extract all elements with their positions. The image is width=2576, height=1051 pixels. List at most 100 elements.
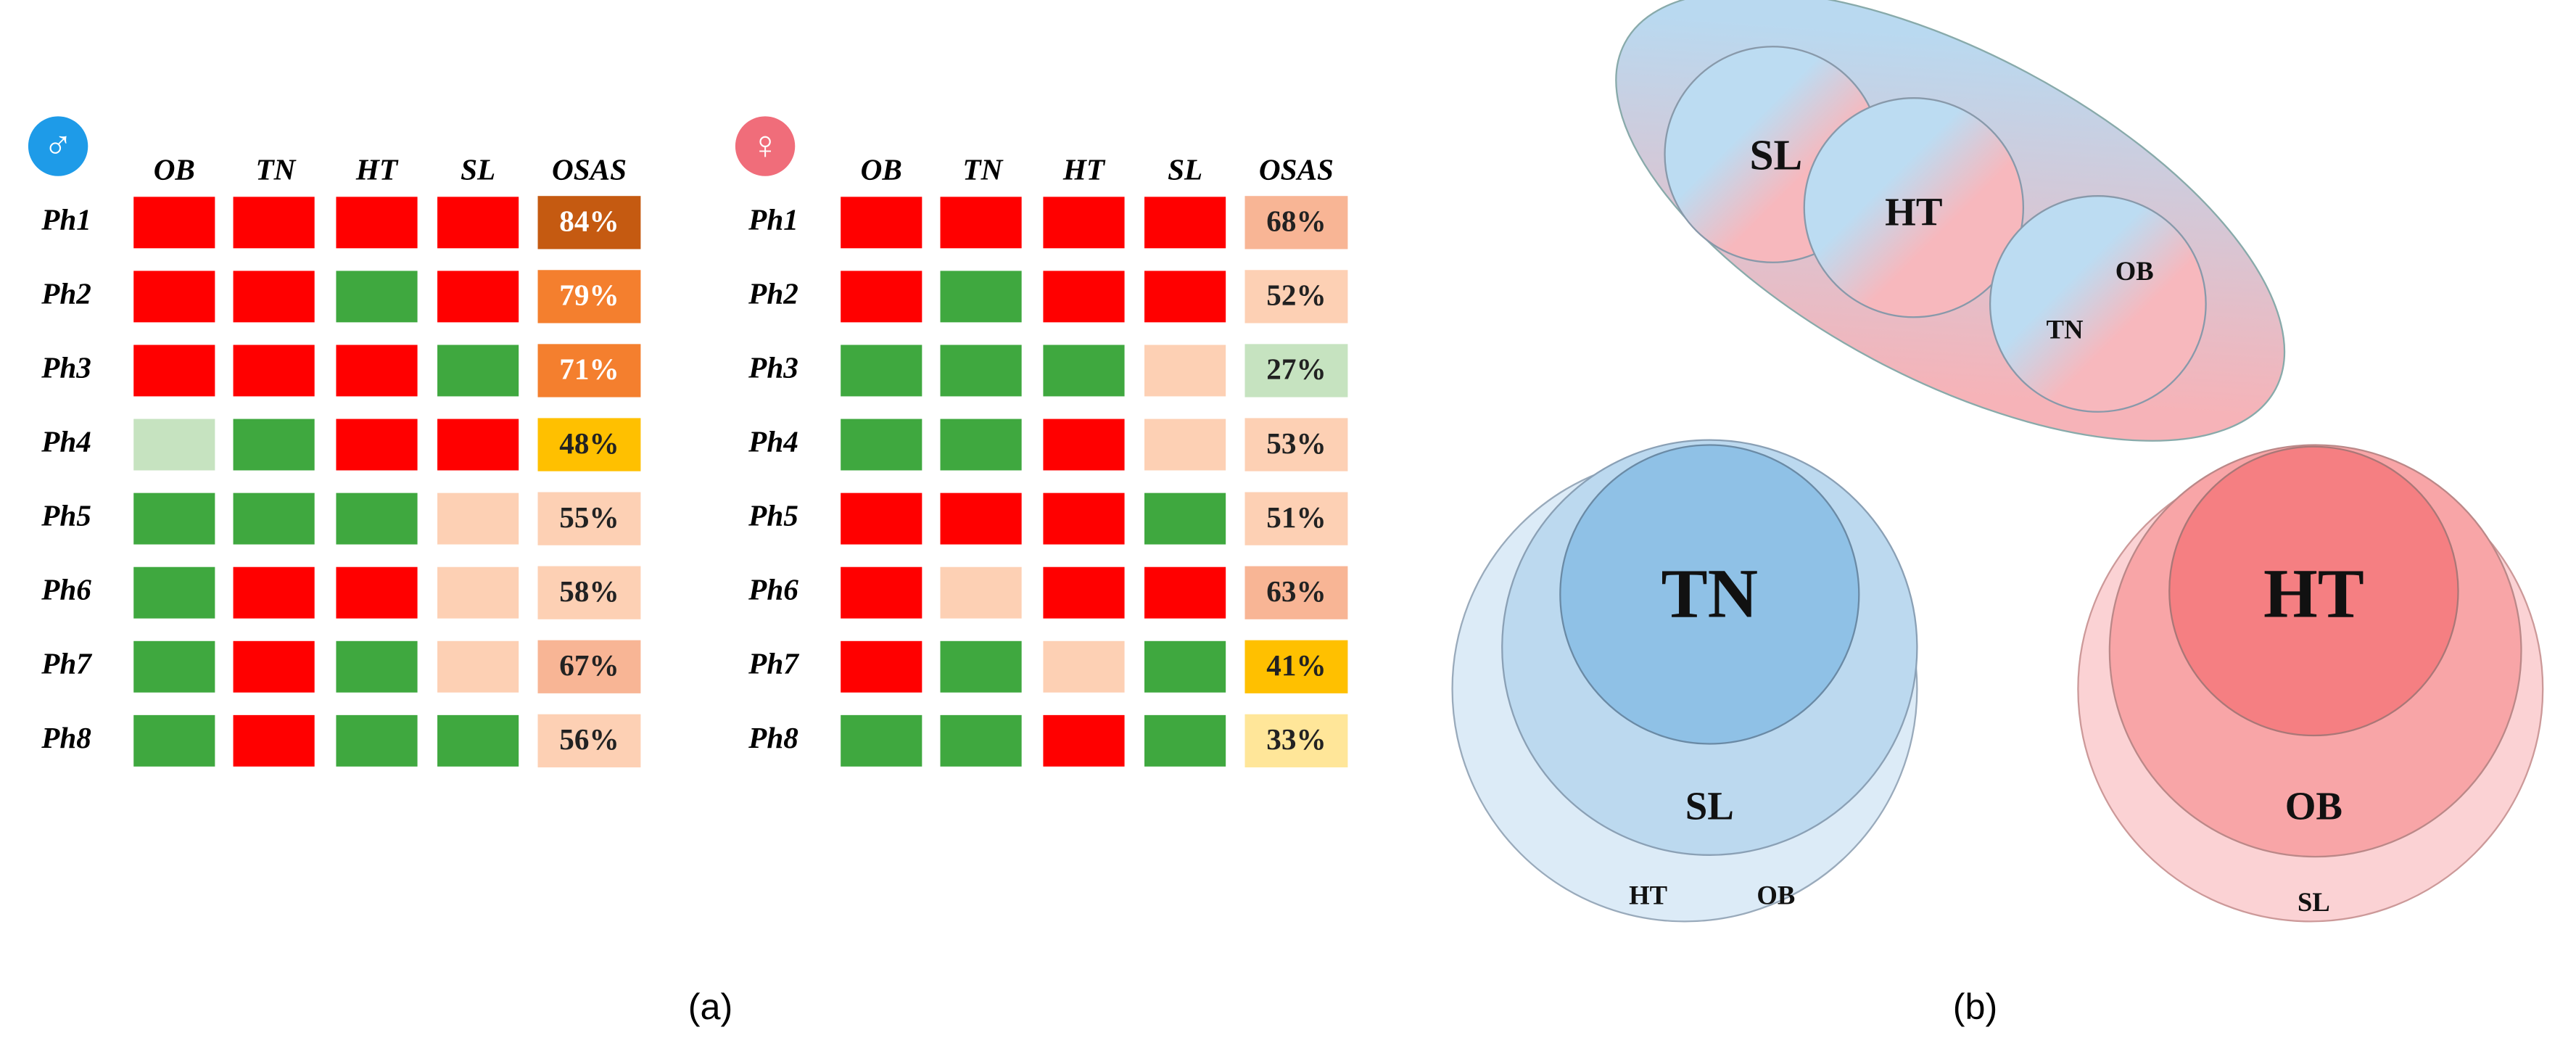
cell: [938, 269, 1023, 324]
cell: [231, 195, 316, 250]
cell: [838, 417, 924, 472]
cell: [131, 269, 217, 324]
row-label: Ph7: [41, 647, 92, 680]
column-header: OSAS: [552, 153, 627, 186]
cell: [1142, 639, 1228, 695]
osas-value: 58%: [559, 574, 619, 608]
gender-icon-bg: [28, 116, 88, 176]
cell: [838, 343, 924, 398]
column-header: HT: [355, 153, 399, 186]
cell: [1142, 269, 1228, 324]
osas-value: 67%: [559, 648, 619, 682]
cell: [1142, 565, 1228, 620]
cell: [1041, 713, 1126, 769]
venn-label: TN: [2047, 314, 2084, 344]
row-label: Ph3: [748, 350, 798, 384]
cell: [1142, 713, 1228, 769]
cell: [938, 565, 1023, 620]
column-header: SL: [461, 153, 495, 186]
osas-value: 27%: [1266, 353, 1326, 386]
cell: [1041, 491, 1126, 546]
cell: [1041, 195, 1126, 250]
cell: [131, 565, 217, 620]
gender-icon-bg: [735, 116, 796, 176]
venn-left: [1451, 439, 1918, 923]
cell: [435, 343, 521, 398]
cell: [938, 639, 1023, 695]
cell: [1041, 343, 1126, 398]
cell: [435, 639, 521, 695]
cell: [838, 195, 924, 250]
osas-value: 56%: [559, 722, 619, 756]
osas-cell: [1244, 418, 1348, 471]
circle: [1803, 97, 2025, 318]
column-header: HT: [1062, 153, 1106, 186]
row-label: Ph6: [748, 573, 798, 606]
cell: [231, 565, 316, 620]
osas-cell: [537, 492, 641, 545]
venn-label: HT: [1629, 881, 1667, 910]
osas-value: 68%: [1266, 205, 1326, 238]
osas-value: 52%: [1266, 279, 1326, 312]
osas-value: 71%: [559, 353, 619, 386]
osas-cell: [1244, 566, 1348, 619]
cell: [435, 195, 521, 250]
venn-label: TN: [1661, 555, 1759, 632]
osas-value: 33%: [1266, 722, 1326, 756]
cell: [334, 491, 419, 546]
cell: [334, 639, 419, 695]
venn-top: [1615, 0, 2286, 442]
circle: [2168, 445, 2459, 737]
cell: [435, 491, 521, 546]
cell: [131, 343, 217, 398]
osas-value: 79%: [559, 279, 619, 312]
cell: [231, 417, 316, 472]
cell: [1041, 565, 1126, 620]
cell: [838, 565, 924, 620]
cell: [838, 713, 924, 769]
venn-label: HT: [1885, 189, 1942, 234]
venn-label: HT: [2263, 555, 2364, 632]
row-label: Ph4: [748, 424, 798, 458]
row-label: Ph2: [41, 276, 91, 310]
osas-cell: [1244, 196, 1348, 250]
venn-label: SL: [1749, 131, 1802, 179]
venn-right: [2077, 444, 2544, 923]
osas-cell: [1244, 344, 1348, 397]
row-label: Ph2: [748, 276, 798, 310]
osas-cell: [1244, 714, 1348, 767]
cell: [838, 639, 924, 695]
column-header: OB: [154, 153, 195, 186]
cell: [334, 269, 419, 324]
column-header: TN: [255, 153, 296, 186]
osas-value: 63%: [1266, 574, 1326, 608]
cell: [1142, 195, 1228, 250]
column-header: TN: [962, 153, 1003, 186]
cell: [231, 491, 316, 546]
cell: [838, 269, 924, 324]
cell: [131, 195, 217, 250]
row-label: Ph5: [41, 499, 91, 532]
cell: [435, 713, 521, 769]
cell: [334, 713, 419, 769]
venn-label: SL: [1685, 784, 1734, 828]
cell: [938, 417, 1023, 472]
cell: [435, 269, 521, 324]
cell: [231, 713, 316, 769]
cell: [131, 491, 217, 546]
gender-icon: ♀: [750, 123, 780, 168]
row-label: Ph4: [41, 424, 91, 458]
cell: [1041, 269, 1126, 324]
row-label: Ph6: [41, 573, 91, 606]
osas-cell: [537, 418, 641, 471]
cell: [131, 639, 217, 695]
cell: [938, 195, 1023, 250]
venn-label: SL: [2298, 887, 2330, 917]
column-header: OB: [861, 153, 902, 186]
osas-cell: [537, 640, 641, 693]
cell: [838, 491, 924, 546]
row-label: Ph8: [748, 721, 798, 754]
venn-label: OB: [1756, 881, 1795, 910]
row-label: Ph7: [748, 647, 799, 680]
osas-value: 84%: [559, 205, 619, 238]
